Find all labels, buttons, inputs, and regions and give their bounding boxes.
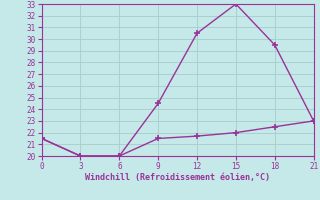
X-axis label: Windchill (Refroidissement éolien,°C): Windchill (Refroidissement éolien,°C) (85, 173, 270, 182)
